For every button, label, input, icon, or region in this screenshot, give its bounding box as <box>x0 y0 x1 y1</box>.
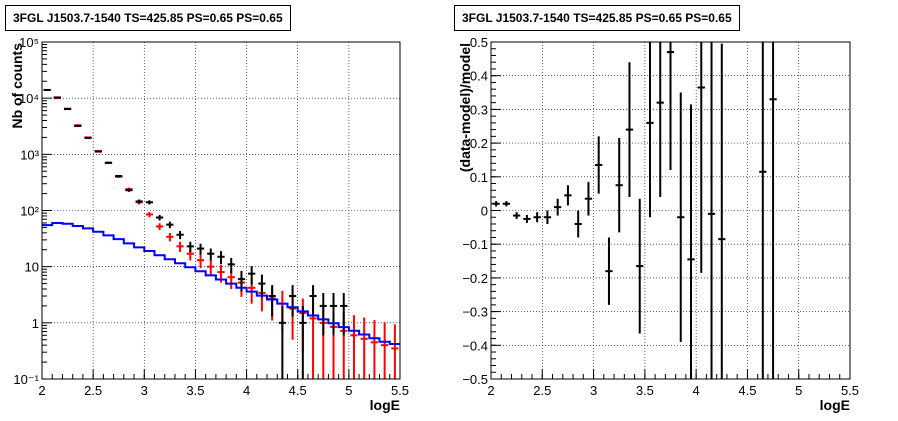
left-series-2-model-line <box>42 222 400 345</box>
right-x-tick-label: 3.5 <box>636 383 654 398</box>
left-x-tick-label: 2 <box>38 383 45 398</box>
left-y-tick-label: 10⁴ <box>19 91 39 106</box>
right-y-tick-label: 0.1 <box>470 170 488 185</box>
right-y-tick-label: −0.4 <box>462 338 488 353</box>
right-y-tick-label: 0.2 <box>470 136 488 151</box>
left-y-tick-label: 10³ <box>20 147 39 162</box>
right-x-tick-label: 2 <box>487 383 494 398</box>
right-y-tick-label: 0.4 <box>470 69 488 84</box>
right-x-tick-label: 4.5 <box>738 383 756 398</box>
right-y-tick-label: 0.3 <box>470 102 488 117</box>
left-x-tick-label: 5 <box>345 383 352 398</box>
right-y-tick-label: −0.3 <box>462 305 488 320</box>
left-x-tick-label: 3.5 <box>186 383 204 398</box>
left-y-tick-label: 1 <box>32 316 39 331</box>
left-y-tick-label: 10 <box>25 260 39 275</box>
right-y-tick-label: −0.2 <box>462 271 488 286</box>
right-frame <box>490 41 851 380</box>
left-y-tick-label: 10⁵ <box>19 35 39 50</box>
left-y-axis-title: Nb of counts <box>9 43 25 129</box>
right-chart-title: 3FGL J1503.7-1540 TS=425.85 PS=0.65 PS=0… <box>454 5 740 31</box>
left-x-axis-title: logE <box>370 397 400 413</box>
right-x-tick-label: 4 <box>693 383 700 398</box>
left-frame <box>41 41 401 380</box>
left-x-tick-label: 5.5 <box>391 383 409 398</box>
left-x-tick-label: 4 <box>243 383 250 398</box>
left-y-tick-label: 10⁻¹ <box>13 372 39 387</box>
right-y-tick-label: −0.5 <box>462 372 488 387</box>
right-y-tick-label: −0.1 <box>462 237 488 252</box>
right-x-tick-label: 5.5 <box>841 383 859 398</box>
left-plot-area <box>42 42 400 379</box>
right-y-tick-label: 0 <box>481 204 488 219</box>
right-x-axis-title: logE <box>820 397 850 413</box>
right-y-tick-label: 0.5 <box>470 35 488 50</box>
right-y-axis-title: (data-model)/model <box>457 43 473 172</box>
left-chart-title: 3FGL J1503.7-1540 TS=425.85 PS=0.65 PS=0… <box>5 5 291 31</box>
right-x-tick-label: 5 <box>795 383 802 398</box>
left-x-tick-label: 4.5 <box>289 383 307 398</box>
left-y-tick-label: 10² <box>20 204 39 219</box>
right-x-tick-label: 2.5 <box>533 383 551 398</box>
left-x-tick-label: 3 <box>141 383 148 398</box>
right-x-tick-label: 3 <box>590 383 597 398</box>
left-x-tick-label: 2.5 <box>84 383 102 398</box>
